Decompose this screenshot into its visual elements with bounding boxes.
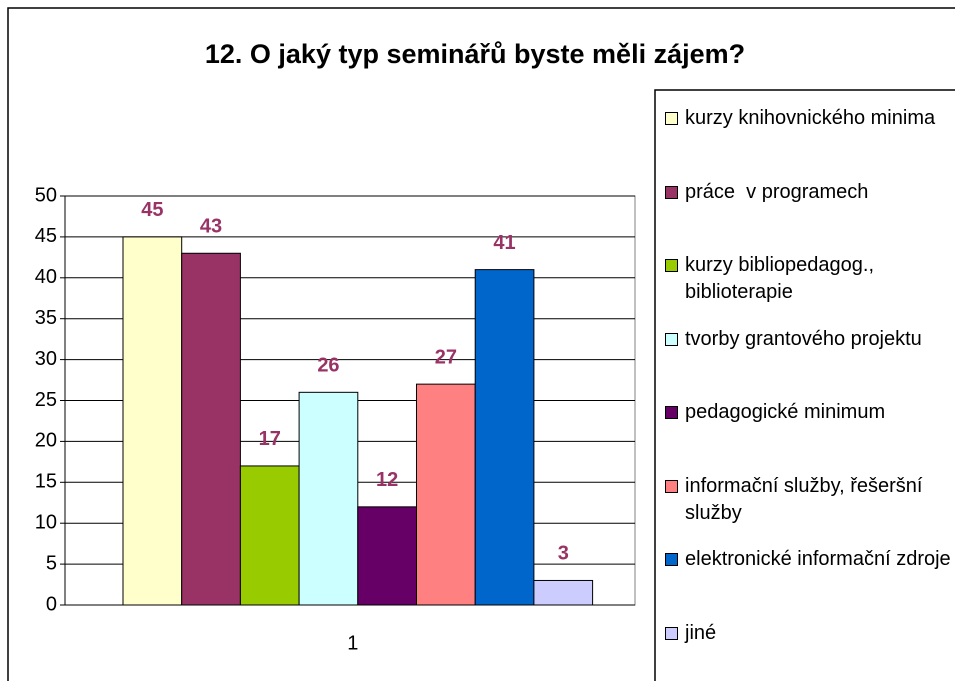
bar	[416, 383, 476, 606]
legend-entry: práce v programech	[665, 179, 955, 206]
data-label: 3	[558, 543, 569, 565]
legend-label: informační služby, řešeršní služby	[685, 474, 929, 524]
legend-entry: jiné	[665, 620, 955, 647]
bar	[474, 269, 535, 606]
data-label: 41	[493, 232, 515, 254]
data-label: 27	[435, 346, 457, 368]
legend-entry: kurzy bibliopedagog., biblioterapie	[665, 252, 955, 306]
bar	[239, 465, 300, 606]
data-label: 43	[200, 216, 222, 238]
y-tick-label: 40	[35, 266, 57, 288]
bar	[357, 506, 417, 606]
bar	[298, 391, 359, 606]
legend-swatch	[665, 553, 678, 566]
legend-label: práce v programech	[685, 180, 869, 203]
y-tick-label: 50	[35, 184, 57, 206]
legend-swatch	[665, 332, 678, 346]
data-label: 17	[259, 428, 281, 450]
legend-label: elektronické informační zdroje	[685, 548, 951, 570]
data-label: 45	[141, 199, 163, 221]
y-tick-label: 20	[35, 430, 57, 452]
bar	[181, 252, 241, 606]
bar	[122, 236, 183, 606]
y-tick-label: 45	[35, 225, 57, 247]
y-tick-label: 30	[35, 348, 57, 370]
legend-label: kurzy bibliopedagog., biblioterapie	[685, 254, 880, 303]
y-tick-label: 25	[35, 389, 57, 411]
legend-swatch	[665, 406, 678, 419]
data-label: 12	[376, 469, 398, 491]
legend-label: jiné	[685, 621, 717, 644]
legend-entry: informační služby, řešeršní služby	[665, 473, 955, 527]
legend-swatch	[665, 259, 678, 272]
x-tick-label: 1	[347, 632, 358, 654]
legend-swatch	[665, 112, 678, 125]
data-label: 26	[317, 355, 339, 377]
y-tick-label: 10	[35, 511, 57, 533]
chart-title: 12. O jaký typ seminářů byste měli zájem…	[205, 39, 745, 69]
legend-entry: kurzy knihovnického minima	[665, 105, 955, 132]
legend-swatch	[665, 479, 678, 493]
legend-entry: elektronické informační zdroje	[665, 546, 955, 573]
legend-entry: tvorby grantového projektu	[665, 326, 955, 353]
legend-label: pedagogické minimum	[685, 401, 886, 423]
legend-entry: pedagogické minimum	[665, 399, 955, 426]
y-tick-label: 0	[46, 593, 57, 615]
legend-label: kurzy knihovnického minima	[685, 107, 936, 129]
legend-box	[654, 89, 955, 681]
y-tick-label: 15	[35, 471, 57, 493]
legend-swatch	[665, 185, 678, 199]
legend-swatch	[665, 626, 678, 640]
legend-label: tvorby grantového projektu	[685, 327, 922, 350]
y-tick-label: 5	[46, 552, 57, 574]
y-tick-label: 35	[35, 307, 57, 329]
bar	[533, 579, 594, 606]
